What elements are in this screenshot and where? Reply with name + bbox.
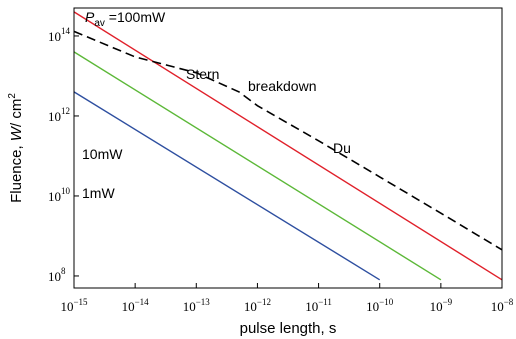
label-du: Du [333,140,351,156]
y-tick-label: 108 [48,266,66,284]
x-tick-label: 10−10 [366,297,394,314]
x-tick-label: 10−15 [60,297,88,314]
series-line-1 [73,11,503,281]
x-tick-label: 10−12 [244,297,271,314]
label-10mw: 10mW [82,146,123,162]
x-tick-label: 10−9 [430,297,453,314]
y-axis-title: Fluence, W/ cm2 [7,93,25,203]
x-tick-label: 10−11 [305,297,332,314]
series-line-2 [73,51,442,281]
series-line-4 [73,30,503,251]
label-stern: Stern [186,66,219,82]
y-tick-label: 1010 [48,186,71,204]
plot-frame [73,7,503,289]
y-tick-label: 1014 [48,26,71,44]
x-tick-label: 10−13 [183,297,211,314]
y-tick-label: 1012 [48,106,70,124]
label-breakdown: breakdown [248,78,317,94]
x-ticks: 10−15 10−14 10−13 10−12 10−11 10−10 10−9 10−8 [60,283,514,314]
x-axis-title: pulse length, s [240,320,337,337]
x-tick-label: 10−8 [491,297,514,314]
label-p-av-100mw: Pav =100mW [85,9,166,29]
y-ticks: 108 1010 1012 1014 [48,26,79,284]
chart-marks [73,11,503,281]
x-tick-label: 10−14 [122,297,150,314]
series-line-3 [73,91,381,281]
label-1mw: 1mW [82,185,115,201]
